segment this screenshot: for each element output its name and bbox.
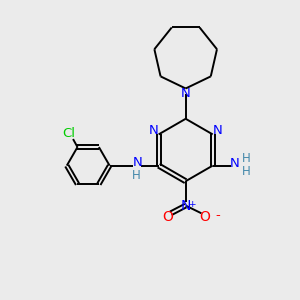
Text: O: O — [162, 210, 173, 224]
Text: N: N — [132, 156, 142, 169]
Text: N: N — [148, 124, 158, 137]
Text: +: + — [188, 200, 196, 208]
Text: N: N — [230, 157, 240, 170]
Text: N: N — [181, 199, 191, 213]
Text: H: H — [131, 169, 140, 182]
Text: H: H — [242, 165, 251, 178]
Text: O: O — [200, 210, 210, 224]
Text: N: N — [181, 87, 190, 100]
Text: H: H — [242, 152, 251, 165]
Text: -: - — [215, 209, 220, 222]
Text: Cl: Cl — [62, 127, 75, 140]
Text: N: N — [213, 124, 223, 137]
